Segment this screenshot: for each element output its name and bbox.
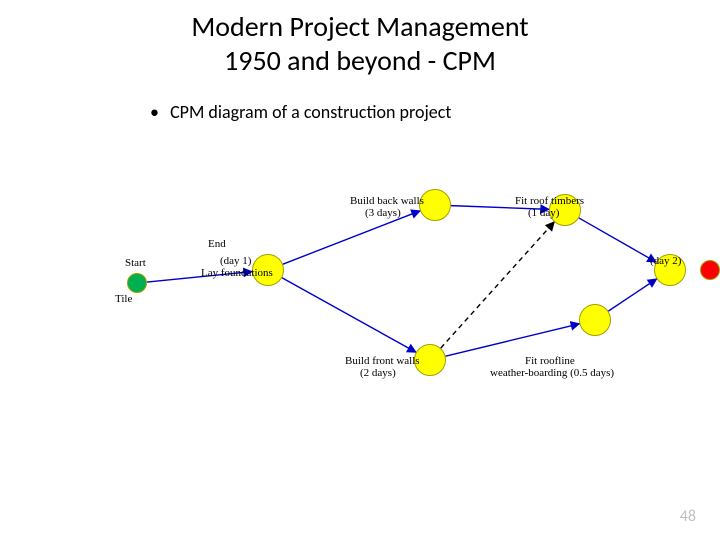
label-start: Start <box>125 257 146 269</box>
label-back_l1: Build back walls <box>350 195 424 207</box>
page-number: 48 <box>680 507 696 526</box>
label-front_l2: (2 days) <box>360 367 396 379</box>
node-weather <box>579 304 611 336</box>
label-weather_l1: Fit roofline <box>525 355 575 367</box>
cpm-diagram: Start Tile End (day 1)Lay foundations Build … <box>115 175 715 405</box>
edge-weather-tile <box>608 279 656 311</box>
label-front_l1: Build front walls <box>345 355 420 367</box>
title-line-1: Modern Project Management <box>0 10 720 44</box>
edge-found-front <box>282 278 416 352</box>
edge-front-weather <box>446 324 580 356</box>
label-end_word: End <box>208 238 226 250</box>
bullet-dot-icon: • <box>150 101 166 123</box>
label-found_l1: (day 1) <box>220 255 251 267</box>
label-roof_l2: (1 day) <box>528 207 559 219</box>
diagram-edges <box>115 175 715 405</box>
label-day2: (day 2) <box>650 255 681 267</box>
bullet-item: • CPM diagram of a construction project <box>150 101 720 123</box>
node-start <box>127 273 147 293</box>
edge-roof-tile <box>579 218 656 262</box>
label-tile_word: Tile <box>115 293 132 305</box>
title-line-2: 1950 and beyond - CPM <box>0 44 720 78</box>
edge-front-roof <box>441 222 555 348</box>
label-roof_l1: Fit roof timbers <box>515 195 584 207</box>
bullet-text: CPM diagram of a construction project <box>170 101 451 123</box>
label-weather_l2: weather-boarding (0.5 days) <box>490 367 614 379</box>
node-end <box>700 260 720 280</box>
label-found_l2: Lay foundations <box>201 267 273 279</box>
label-back_l2: (3 days) <box>365 207 401 219</box>
